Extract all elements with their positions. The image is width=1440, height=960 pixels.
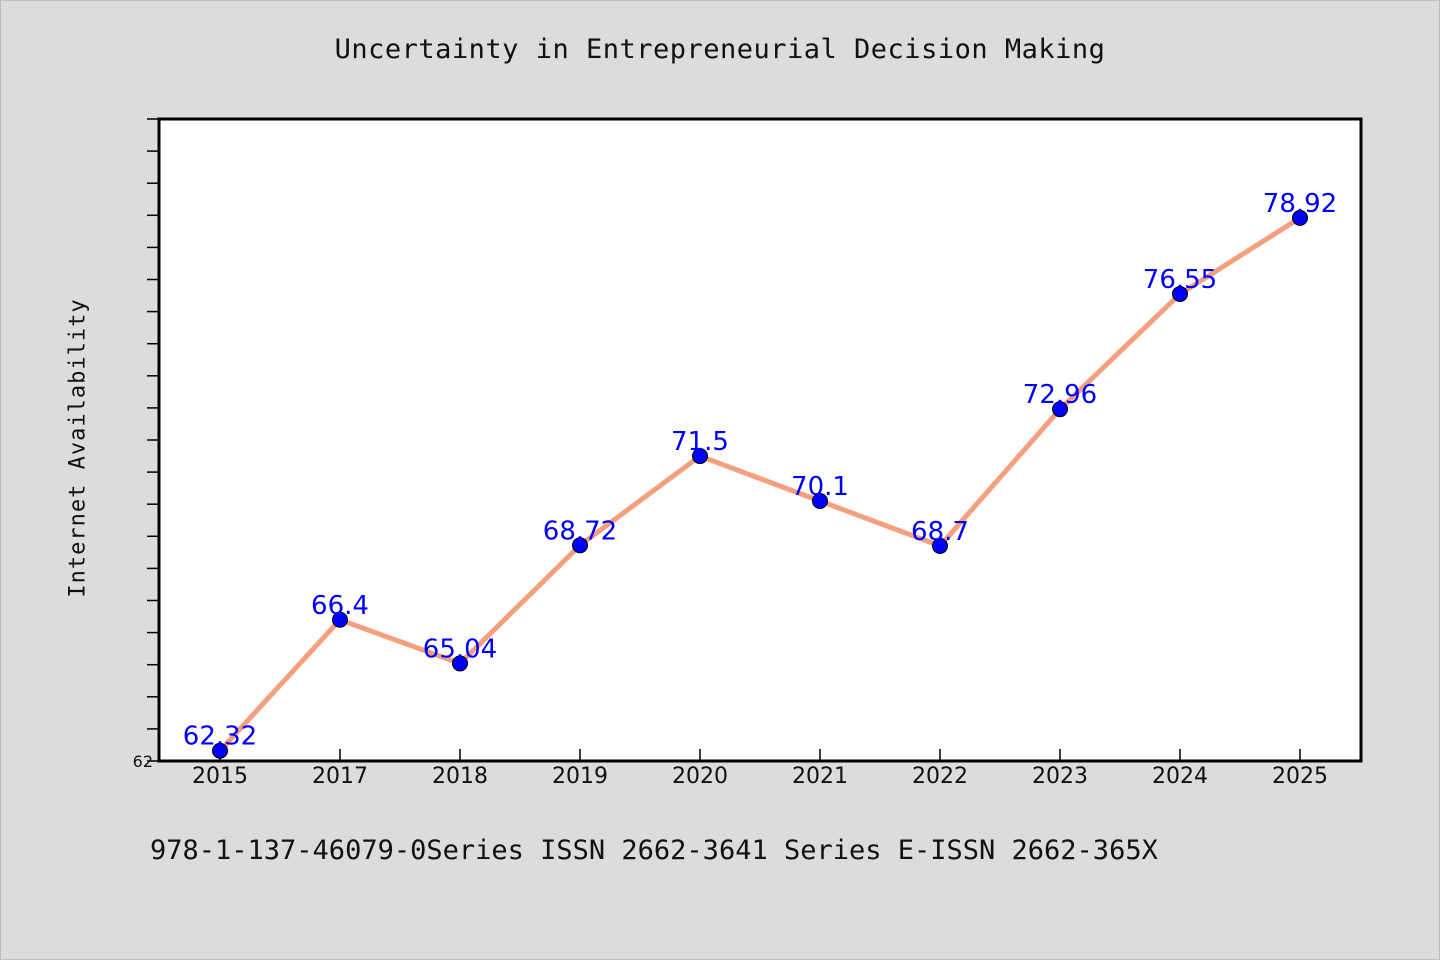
data-point <box>812 492 828 509</box>
chart-title: Uncertainty in Entrepreneurial Decision … <box>334 34 1106 65</box>
data-label: 78.92 <box>1263 189 1337 219</box>
data-point <box>572 537 588 554</box>
x-tick-label: 2015 <box>192 764 248 789</box>
x-tick-label: 2019 <box>552 764 608 789</box>
data-point <box>1292 209 1308 226</box>
data-label: 72.96 <box>1023 380 1097 410</box>
data-point <box>932 537 948 554</box>
y-tick-label: 62 <box>133 752 153 771</box>
x-tick-label: 2020 <box>672 764 728 789</box>
data-point <box>1052 401 1068 418</box>
x-tick-label: 2023 <box>1032 764 1088 789</box>
data-label: 70.1 <box>791 472 849 502</box>
data-label: 68.72 <box>543 516 617 546</box>
plot-area <box>157 117 1363 763</box>
x-tick-label: 2025 <box>1272 764 1328 789</box>
x-axis-ticks: 2015 2017 2018 2019 2020 2021 2022 2023 2024 2025 <box>192 749 1328 789</box>
x-tick-label: 2017 <box>312 764 368 789</box>
data-label: 66.4 <box>311 591 369 621</box>
series-markers <box>212 209 1308 759</box>
y-axis-ticks: 62 <box>133 118 159 771</box>
data-point <box>332 611 348 628</box>
data-point <box>212 742 228 759</box>
data-label: 65.04 <box>423 634 497 664</box>
series-line <box>217 215 1303 754</box>
data-label: 76.55 <box>1143 265 1217 295</box>
data-point <box>452 655 468 672</box>
x-tick-label: 2021 <box>792 764 848 789</box>
series-line-group <box>217 215 1303 754</box>
data-label: 68.7 <box>911 517 969 547</box>
data-point <box>692 448 708 465</box>
data-point <box>1172 285 1188 302</box>
footer-isbn-text: 978-1-137-46079-0Series ISSN 2662-3641 S… <box>150 835 1158 866</box>
x-tick-label: 2022 <box>912 764 968 789</box>
x-tick-label: 2024 <box>1152 764 1208 789</box>
data-labels: 62.32 66.4 65.04 68.72 71.5 70.1 68.7 72.96 76.5… <box>183 189 1337 752</box>
data-label: 71.5 <box>671 427 729 457</box>
x-tick-label: 2018 <box>432 764 488 789</box>
data-label: 62.32 <box>183 722 257 752</box>
